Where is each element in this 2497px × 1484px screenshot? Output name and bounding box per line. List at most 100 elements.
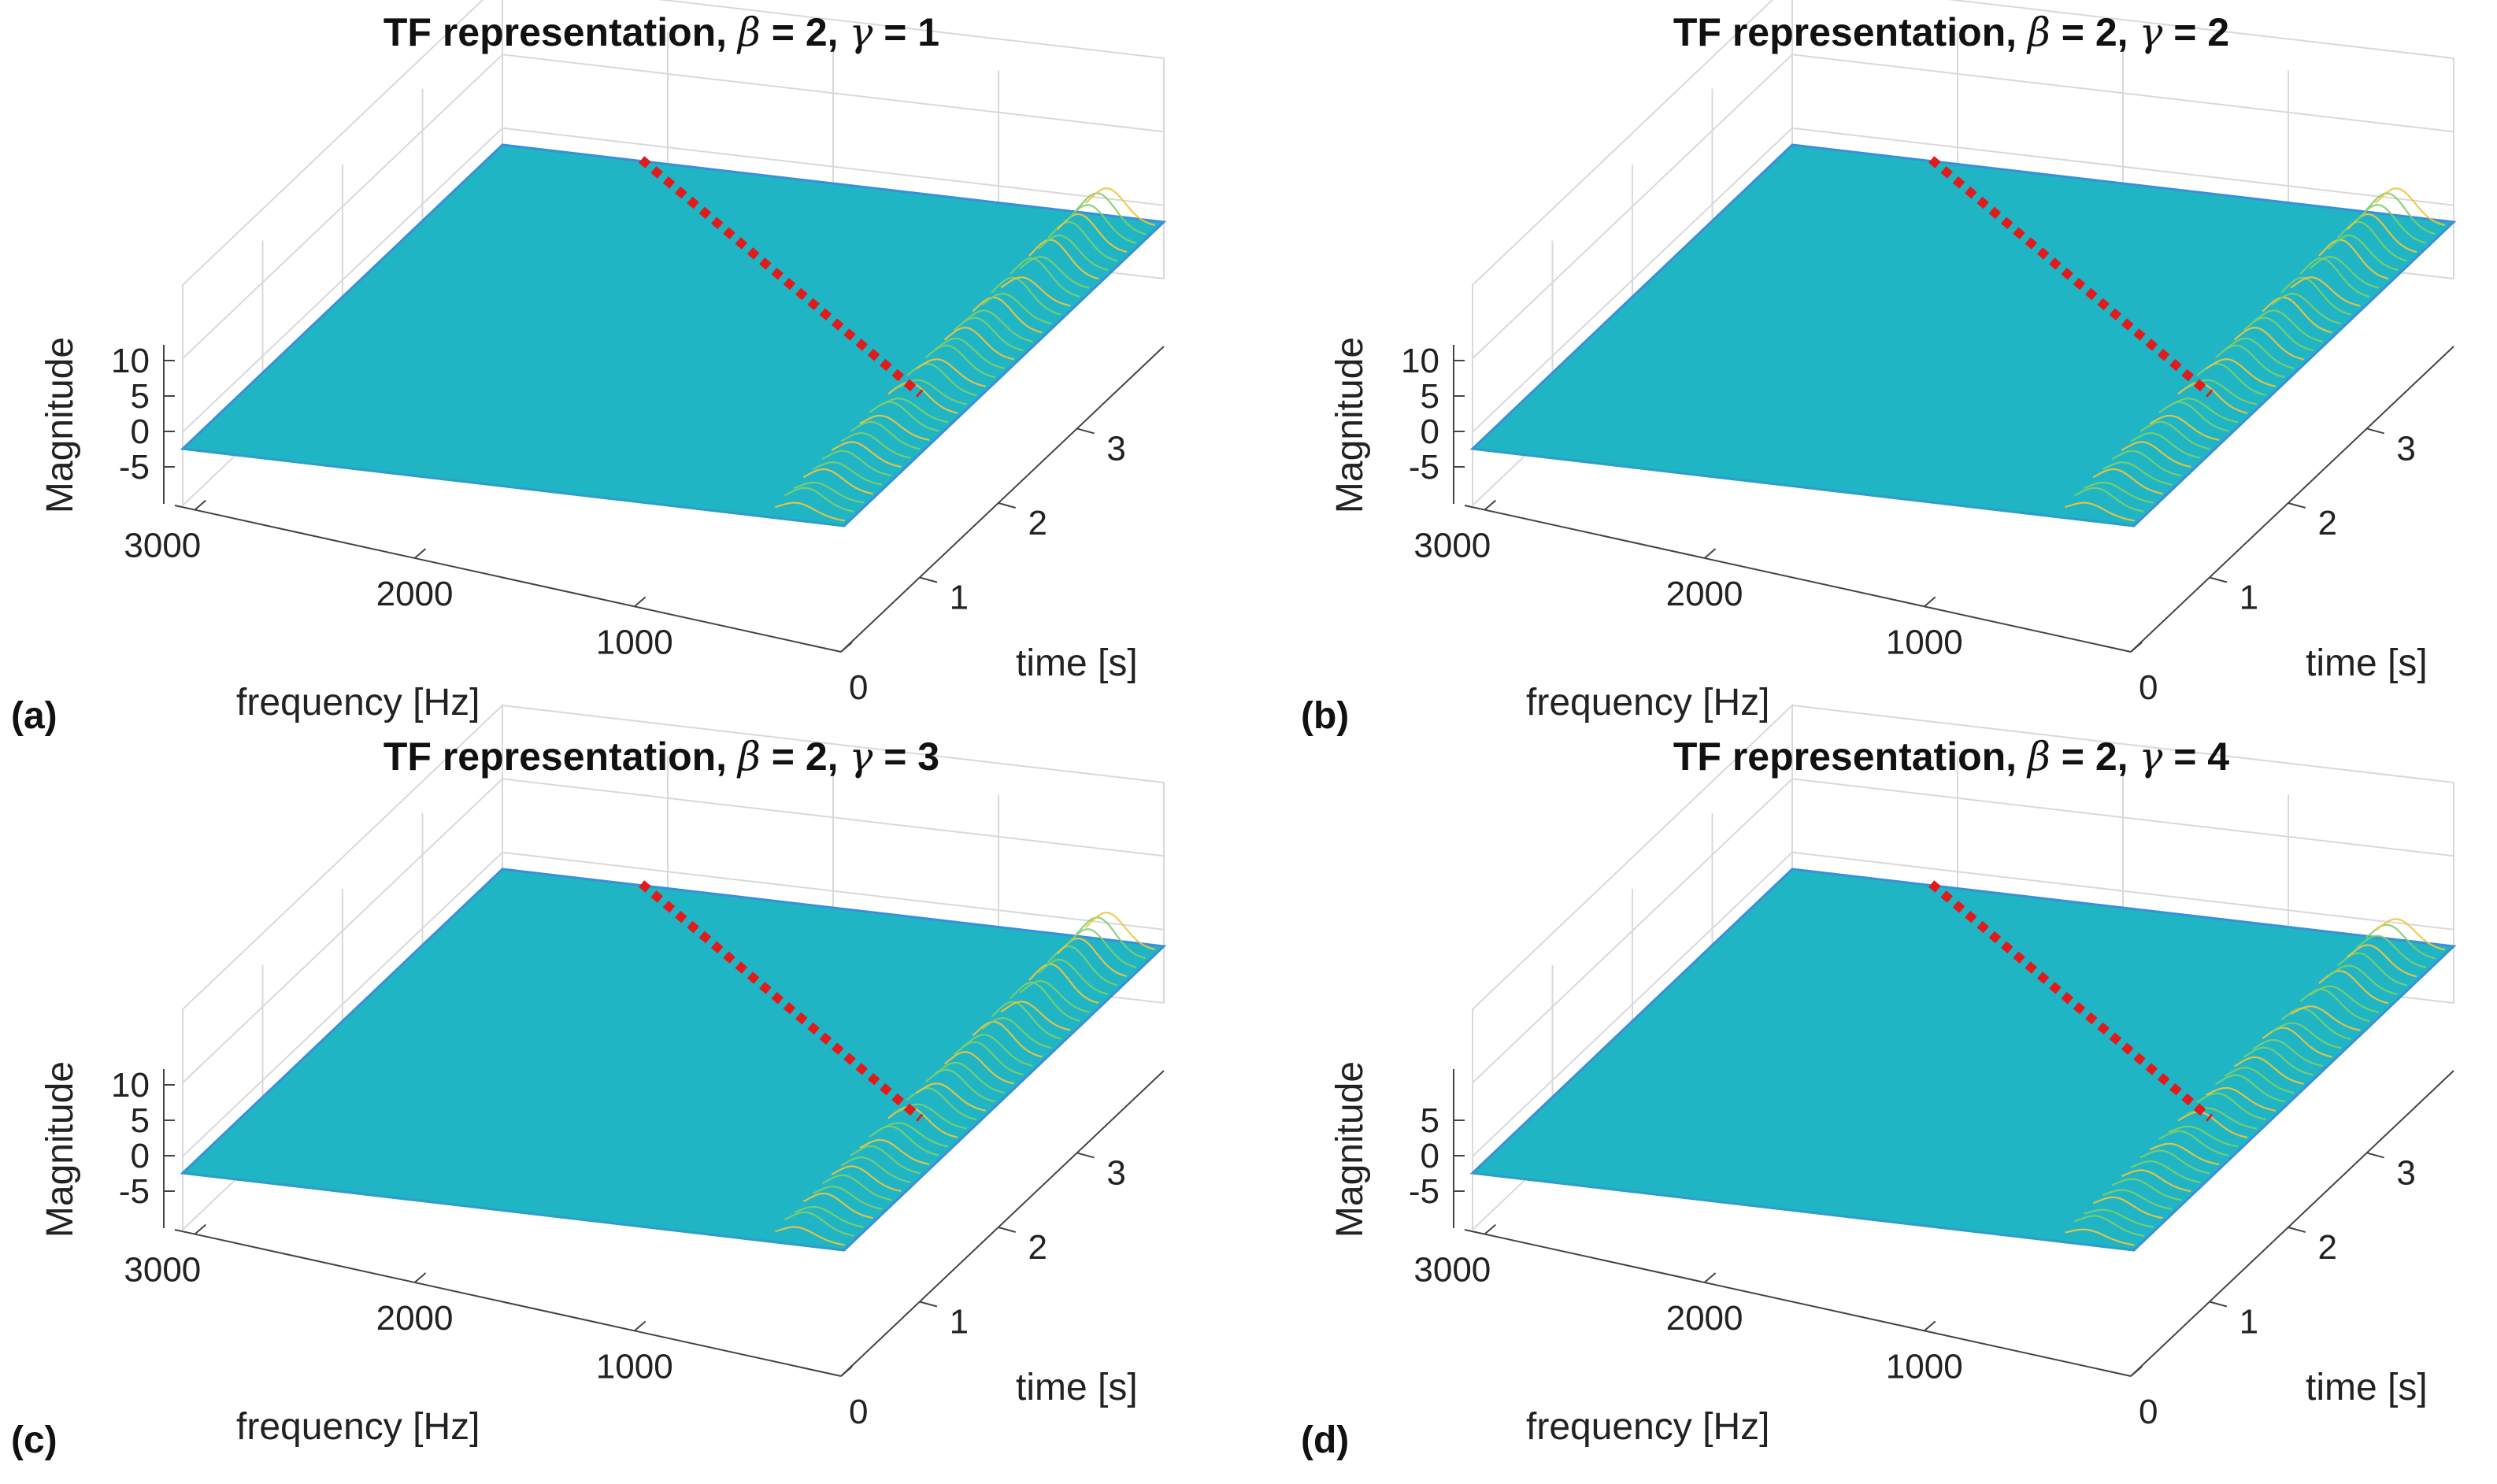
peak-slice — [1038, 234, 1109, 271]
axes — [1453, 345, 2454, 653]
time-axis — [840, 1070, 1165, 1377]
chart-title: TF representation, β = 2, γ = 2 — [1673, 9, 2229, 55]
peak-slice — [2299, 257, 2370, 298]
panel-b: 3000 2000 1000 0 1 2 3 10 5 0 -5 frequency [Hz] time… — [1290, 0, 2497, 737]
magnitude-axis-label: Magnitude — [39, 337, 81, 513]
time-tick-label: 2 — [1028, 1228, 1047, 1267]
time-tick-mark — [1076, 427, 1095, 435]
freq-tick-mark — [840, 1366, 853, 1377]
back-wall-right — [1791, 704, 2454, 1003]
peak-slice — [2356, 934, 2427, 968]
peak-slice — [2111, 1178, 2182, 1201]
peak-slice — [831, 1165, 902, 1193]
peak-slice — [2365, 192, 2436, 235]
peak-slice — [831, 441, 902, 468]
peak-slice — [1028, 963, 1099, 1005]
peak-slice — [2309, 255, 2380, 289]
peak-slice — [2139, 1149, 2210, 1175]
title-beta-sym: β — [2026, 734, 2051, 779]
magnitude-axis-label: Magnitude — [1329, 337, 1371, 513]
peak-slice — [1019, 255, 1090, 289]
peak-slice — [2262, 296, 2332, 334]
grid-line-z — [182, 127, 1165, 433]
peak-slice — [840, 431, 911, 459]
peak-slice — [2233, 327, 2304, 361]
magnitude-axis-label: Magnitude — [1329, 1061, 1371, 1238]
freq-tick-label: 1000 — [596, 623, 673, 661]
peak-slice — [916, 1082, 987, 1112]
surface — [1469, 143, 2457, 527]
title-prefix: TF representation, — [383, 735, 738, 779]
freq-tick-mark — [1924, 1320, 1936, 1332]
time-tick-label: 3 — [2396, 429, 2415, 468]
time-axis-label: time [s] — [2306, 642, 2428, 684]
time-tick-mark — [2288, 502, 2306, 509]
time-tick-mark — [2366, 1152, 2384, 1159]
freq-tick-label: 0 — [2139, 1393, 2158, 1431]
z-tick-label: 0 — [1421, 1137, 1439, 1175]
axes — [163, 345, 1165, 653]
peak-slice — [775, 1226, 845, 1246]
frequency-axis-label: frequency [Hz] — [1526, 1406, 1769, 1448]
freq-tick-mark — [840, 642, 853, 653]
title-gamma-sym: γ — [849, 9, 872, 55]
z-tick-label: -5 — [119, 448, 150, 487]
peak-slice — [802, 468, 873, 495]
title-beta-val: = 2, — [2051, 735, 2139, 779]
peak-slice — [1084, 912, 1156, 951]
peak-slice — [972, 296, 1043, 334]
peak-slice — [794, 481, 864, 504]
z-tick-label: 0 — [131, 413, 150, 451]
chart-title: TF representation, β = 2, γ = 4 — [1673, 734, 2229, 779]
peak-slice — [2102, 461, 2173, 486]
panel-label: (d) — [1301, 1419, 1349, 1461]
freq-tick-mark — [2130, 1366, 2143, 1377]
time-axis — [2130, 1070, 2454, 1377]
peak-slice — [981, 1016, 1052, 1049]
peak-slice — [2084, 481, 2154, 504]
axes — [1453, 1069, 2454, 1377]
peak-slice — [1038, 958, 1109, 995]
freq-tick-mark — [194, 499, 207, 511]
peak-slice — [2224, 337, 2295, 369]
freq-tick-label: 2000 — [376, 575, 454, 613]
time-tick-mark — [919, 1301, 938, 1308]
peak-slice — [794, 1205, 864, 1228]
time-tick-mark — [2209, 1301, 2228, 1308]
z-tick-label: 10 — [111, 1066, 150, 1105]
peak-slice — [2206, 358, 2277, 387]
time-tick-label: 3 — [1106, 429, 1125, 468]
ridge-line — [1928, 880, 2214, 1122]
peak-slice — [2280, 276, 2351, 316]
title-beta-val: = 2, — [2051, 10, 2139, 54]
peak-slice — [2149, 1142, 2220, 1166]
peak-slice — [802, 1192, 873, 1219]
peak-slice — [2271, 1022, 2342, 1049]
time-tick-label: 2 — [2318, 504, 2337, 542]
peak-slice — [934, 337, 1005, 369]
peak-slice — [850, 1145, 921, 1175]
frequency-axis — [1464, 1229, 2132, 1377]
peak-slice — [2374, 187, 2446, 227]
time-tick-label: 1 — [2240, 578, 2258, 616]
surface — [180, 143, 1167, 527]
freq-tick-mark — [1924, 596, 1936, 608]
grid-line-z — [1472, 127, 2454, 433]
z-tick-label: -5 — [119, 1172, 150, 1211]
peak-slice — [2280, 1007, 2351, 1040]
freq-tick-mark — [413, 1272, 427, 1283]
magnitude-axis-label: Magnitude — [39, 1061, 81, 1238]
peak-slice — [887, 381, 958, 414]
surface-front-edge — [182, 447, 845, 527]
peak-slice — [2074, 1215, 2144, 1237]
surface-front-edge — [182, 1171, 845, 1252]
z-tick-label: -5 — [1409, 1172, 1439, 1211]
time-tick-mark — [2209, 576, 2228, 583]
panel-label: (c) — [11, 1419, 57, 1461]
peak-slice — [840, 1156, 911, 1183]
surface-front-edge — [1472, 1171, 2135, 1252]
frequency-axis — [174, 505, 842, 653]
panel-label: (b) — [1301, 695, 1349, 737]
